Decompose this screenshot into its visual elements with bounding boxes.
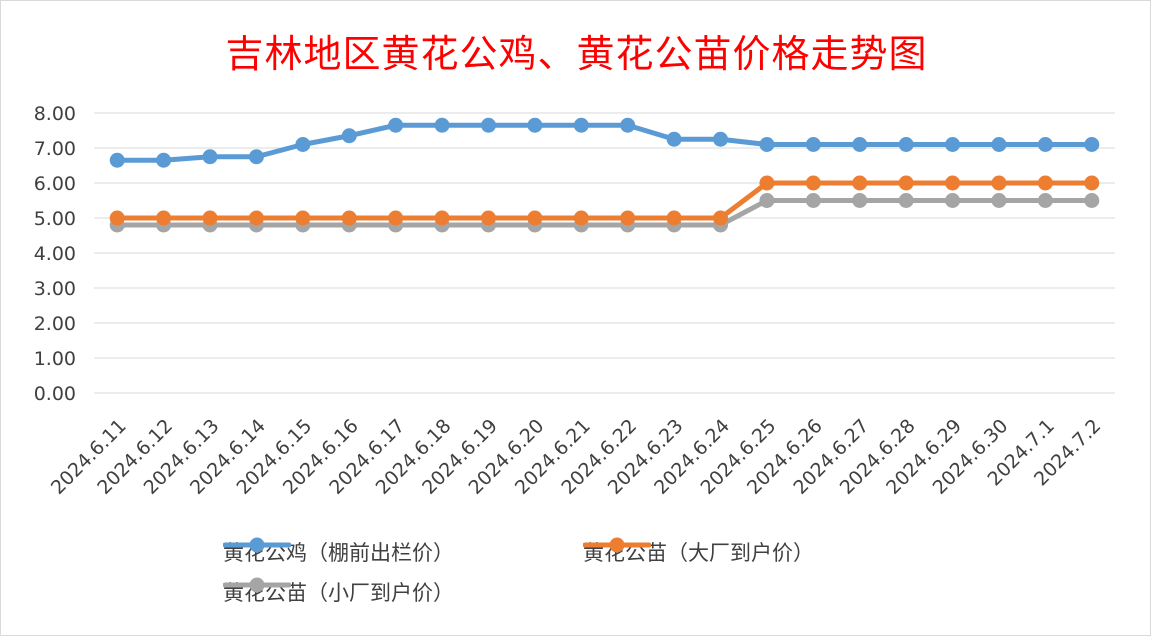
y-tick-label: 6.00 — [34, 173, 76, 195]
data-point — [202, 149, 218, 165]
data-point — [388, 117, 404, 133]
series-line — [114, 198, 1095, 228]
data-point — [573, 210, 589, 226]
data-point — [295, 137, 311, 152]
y-tick-label: 3.00 — [34, 278, 76, 300]
legend-item-broiler-price: 黄花公鸡（棚前出栏价） — [223, 535, 454, 569]
data-point — [666, 210, 682, 226]
data-point — [156, 210, 172, 226]
data-point — [1084, 137, 1100, 152]
data-point — [1084, 175, 1100, 191]
data-point — [805, 193, 821, 208]
data-point — [991, 193, 1007, 208]
data-point — [759, 137, 775, 152]
legend-item-big-hatchery: 黄花公苗（大厂到户价） — [583, 535, 814, 569]
data-point — [945, 137, 961, 152]
data-point — [898, 137, 914, 152]
legend-swatch-orange — [583, 537, 651, 553]
chart-title: 吉林地区黄花公鸡、黄花公苗价格走势图 — [225, 32, 928, 76]
legend-swatch-gray — [223, 577, 291, 593]
data-point — [248, 149, 264, 165]
data-point — [805, 175, 821, 191]
data-point — [1037, 175, 1053, 191]
data-point — [109, 210, 125, 226]
data-point — [434, 117, 450, 133]
data-point — [852, 175, 868, 191]
data-point — [434, 210, 450, 226]
y-tick-label: 4.00 — [34, 243, 76, 265]
data-point — [713, 210, 729, 226]
data-point — [1037, 193, 1053, 208]
y-tick-label: 0.00 — [34, 383, 76, 405]
data-point — [991, 175, 1007, 191]
data-point — [945, 175, 961, 191]
data-point — [248, 210, 264, 226]
data-point — [991, 137, 1007, 152]
data-point — [295, 210, 311, 226]
data-point — [573, 117, 589, 133]
data-point — [341, 210, 357, 226]
y-tick-label: 2.00 — [34, 313, 76, 335]
data-point — [759, 193, 775, 208]
series-line — [114, 180, 1095, 221]
data-point — [341, 128, 357, 144]
data-point — [945, 193, 961, 208]
data-point — [156, 152, 172, 168]
data-point — [898, 193, 914, 208]
data-point — [1084, 193, 1100, 208]
y-tick-label: 7.00 — [34, 138, 76, 160]
data-point — [388, 210, 404, 226]
data-point — [898, 175, 914, 191]
y-tick-label: 5.00 — [34, 208, 76, 230]
data-point — [527, 210, 543, 226]
data-point — [620, 210, 636, 226]
data-point — [480, 210, 496, 226]
data-point — [109, 152, 125, 168]
legend-swatch-blue — [223, 537, 291, 553]
data-point — [713, 131, 729, 147]
data-point — [1037, 137, 1053, 152]
data-point — [202, 210, 218, 226]
data-point — [527, 117, 543, 133]
y-tick-label: 8.00 — [34, 103, 76, 125]
data-point — [852, 193, 868, 208]
y-tick-label: 1.00 — [34, 348, 76, 370]
data-point — [480, 117, 496, 133]
data-point — [759, 175, 775, 191]
legend-item-small-hatchery: 黄花公苗（小厂到户价） — [223, 575, 454, 609]
data-point — [620, 117, 636, 133]
data-point — [666, 131, 682, 147]
series-line — [114, 122, 1095, 163]
data-point — [805, 137, 821, 152]
data-point — [852, 137, 868, 152]
